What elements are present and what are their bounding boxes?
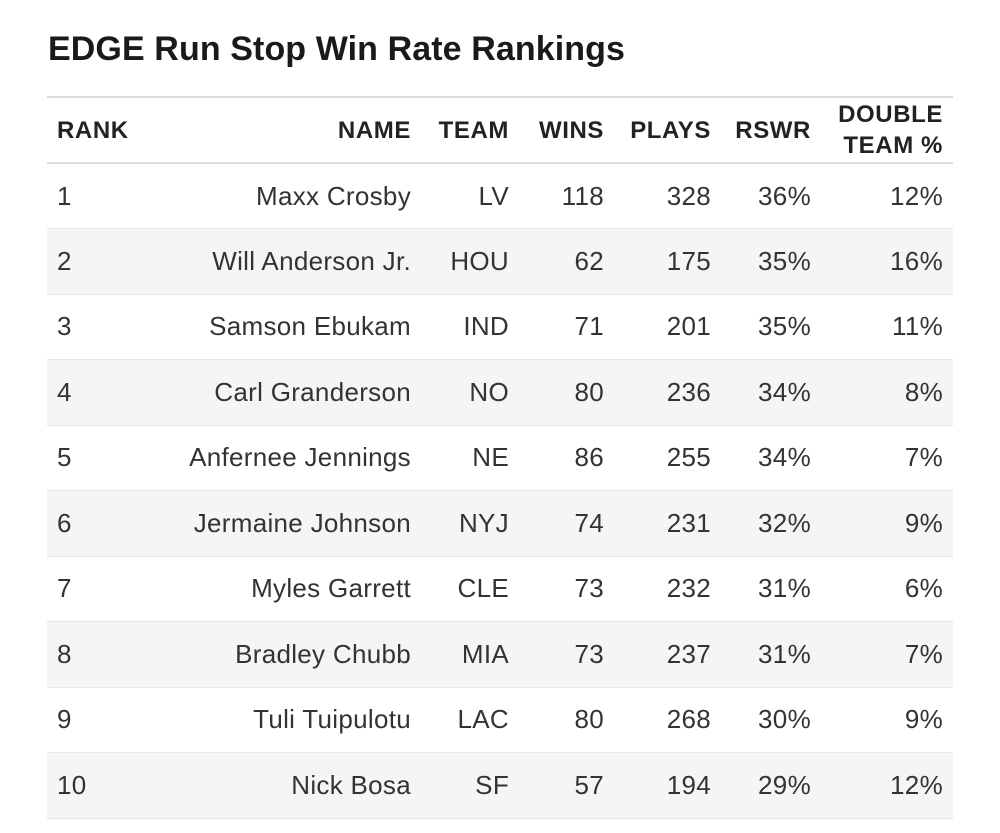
cell-double-team: 16% <box>890 245 943 276</box>
cell-rank: 3 <box>57 311 72 342</box>
cell-player-name-link[interactable]: Maxx Crosby <box>256 180 411 211</box>
table-row: 1 Maxx Crosby LV 118 328 36% 12% <box>47 163 953 229</box>
cell-player-name-link[interactable]: Bradley Chubb <box>235 638 411 669</box>
cell-rswr: 35% <box>758 311 811 342</box>
table-row: 7 Myles Garrett CLE 73 232 31% 6% <box>47 556 953 622</box>
header-double-team-line1: DOUBLE <box>838 101 943 128</box>
cell-wins: 86 <box>574 442 604 473</box>
header-rank[interactable]: RANK <box>57 116 129 144</box>
cell-plays: 268 <box>666 704 711 735</box>
cell-rswr: 29% <box>758 769 811 800</box>
cell-rswr: 34% <box>758 376 811 407</box>
cell-wins: 118 <box>561 180 604 211</box>
cell-player-name-link[interactable]: Tuli Tuipulotu <box>253 704 411 735</box>
cell-wins: 57 <box>574 769 604 800</box>
cell-plays: 194 <box>666 769 711 800</box>
cell-double-team: 12% <box>890 769 943 800</box>
cell-rswr: 31% <box>758 638 811 669</box>
cell-plays: 232 <box>666 573 711 604</box>
cell-rank: 4 <box>57 376 72 407</box>
cell-rswr: 36% <box>758 180 811 211</box>
cell-plays: 236 <box>666 376 711 407</box>
cell-rank: 8 <box>57 638 72 669</box>
cell-rank: 5 <box>57 442 72 473</box>
cell-wins: 74 <box>574 507 604 538</box>
cell-wins: 73 <box>574 573 604 604</box>
cell-double-team: 9% <box>904 507 943 538</box>
header-team[interactable]: TEAM <box>438 116 509 144</box>
cell-rank: 1 <box>57 180 72 211</box>
cell-rswr: 35% <box>758 245 811 276</box>
cell-wins: 80 <box>574 376 604 407</box>
cell-rswr: 32% <box>758 507 811 538</box>
table-row: 3 Samson Ebukam IND 71 201 35% 11% <box>47 294 953 360</box>
cell-double-team: 12% <box>890 180 943 211</box>
header-plays[interactable]: PLAYS <box>630 116 711 144</box>
table-row: 8 Bradley Chubb MIA 73 237 31% 7% <box>47 621 953 687</box>
cell-wins: 62 <box>574 245 604 276</box>
cell-wins: 73 <box>574 638 604 669</box>
cell-double-team: 11% <box>891 311 943 342</box>
cell-rank: 6 <box>57 507 72 538</box>
cell-double-team: 7% <box>904 442 943 473</box>
cell-team: NYJ <box>458 507 509 538</box>
cell-rank: 10 <box>57 769 87 800</box>
cell-player-name-link[interactable]: Nick Bosa <box>291 769 411 800</box>
table-row: 4 Carl Granderson NO 80 236 34% 8% <box>47 359 953 425</box>
header-double-team[interactable]: DOUBLE TEAM % <box>821 97 953 163</box>
table-body: 1 Maxx Crosby LV 118 328 36% 12% 2 Will Anderson… <box>47 163 953 818</box>
cell-rswr: 30% <box>758 704 811 735</box>
cell-team: HOU <box>450 245 509 276</box>
rankings-table: RANK NAME TEAM WINS PLAYS RSWR DOUBLE TEA… <box>47 96 953 819</box>
cell-team: CLE <box>457 573 509 604</box>
table-header: RANK NAME TEAM WINS PLAYS RSWR DOUBLE TEA… <box>47 97 953 163</box>
table-row: 9 Tuli Tuipulotu LAC 80 268 30% 9% <box>47 687 953 753</box>
cell-double-team: 8% <box>904 376 943 407</box>
header-rswr[interactable]: RSWR <box>735 116 811 144</box>
cell-plays: 328 <box>666 180 711 211</box>
cell-team: SF <box>475 769 509 800</box>
cell-player-name-link[interactable]: Carl Granderson <box>214 376 411 407</box>
cell-team: LAC <box>457 704 509 735</box>
cell-player-name-link[interactable]: Samson Ebukam <box>209 311 411 342</box>
cell-player-name-link[interactable]: Jermaine Johnson <box>193 507 411 538</box>
header-wins[interactable]: WINS <box>538 116 604 144</box>
cell-double-team: 6% <box>904 573 943 604</box>
cell-team: IND <box>463 311 509 342</box>
cell-plays: 237 <box>666 638 711 669</box>
table-row: 6 Jermaine Johnson NYJ 74 231 32% 9% <box>47 490 953 556</box>
cell-player-name-link[interactable]: Anfernee Jennings <box>189 442 411 473</box>
cell-plays: 175 <box>666 245 711 276</box>
cell-wins: 71 <box>574 311 604 342</box>
cell-team: NE <box>472 442 509 473</box>
table-row: 5 Anfernee Jennings NE 86 255 34% 7% <box>47 425 953 491</box>
cell-double-team: 7% <box>904 638 943 669</box>
header-row: RANK NAME TEAM WINS PLAYS RSWR DOUBLE TEA… <box>47 97 953 163</box>
cell-double-team: 9% <box>904 704 943 735</box>
table-row: 10 Nick Bosa SF 57 194 29% 12% <box>47 752 953 818</box>
cell-wins: 80 <box>574 704 604 735</box>
cell-plays: 201 <box>666 311 711 342</box>
cell-rank: 2 <box>57 245 72 276</box>
cell-plays: 231 <box>666 507 711 538</box>
cell-team: NO <box>469 376 509 407</box>
cell-rswr: 31% <box>758 573 811 604</box>
cell-rank: 7 <box>57 573 72 604</box>
cell-team: LV <box>478 180 509 211</box>
cell-player-name-link[interactable]: Myles Garrett <box>251 573 411 604</box>
cell-plays: 255 <box>666 442 711 473</box>
cell-rswr: 34% <box>758 442 811 473</box>
header-double-team-line2: TEAM % <box>843 132 943 159</box>
cell-team: MIA <box>461 638 509 669</box>
cell-rank: 9 <box>57 704 72 735</box>
table-row: 2 Will Anderson Jr. HOU 62 175 35% 16% <box>47 228 953 294</box>
header-name[interactable]: NAME <box>337 116 411 144</box>
cell-player-name-link[interactable]: Will Anderson Jr. <box>212 245 411 276</box>
page-title: EDGE Run Stop Win Rate Rankings <box>48 30 626 68</box>
